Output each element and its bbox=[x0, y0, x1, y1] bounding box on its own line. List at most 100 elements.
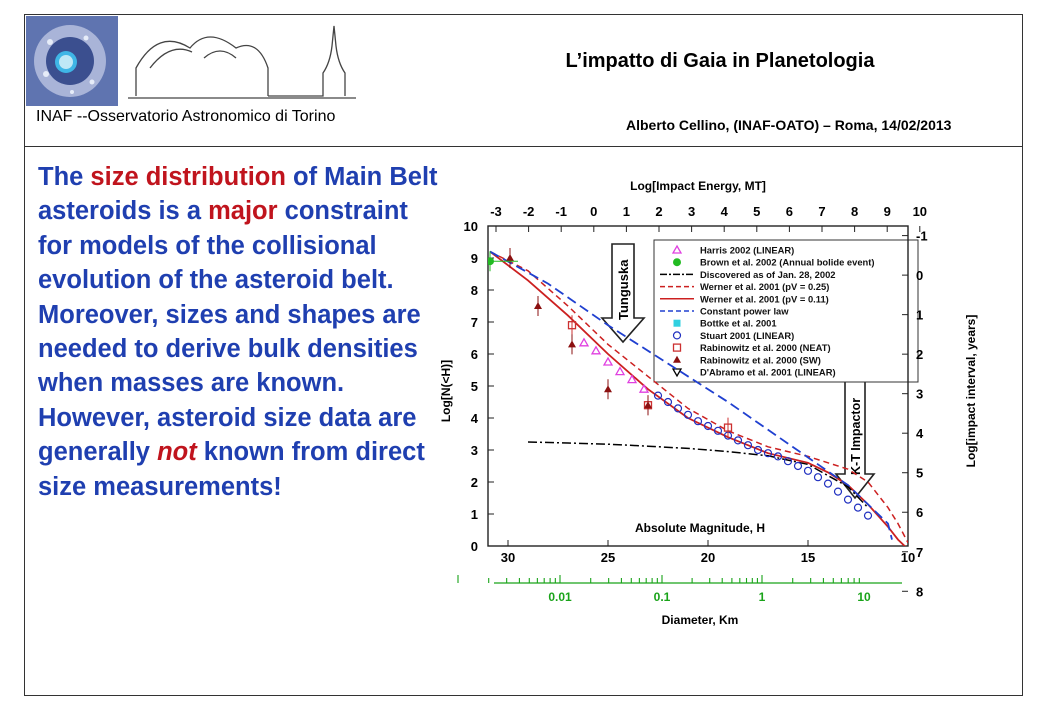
data-point bbox=[843, 495, 853, 504]
left-tick-label: 5 bbox=[471, 379, 478, 394]
legend-entry-label: Stuart 2001 (LINEAR) bbox=[700, 330, 794, 341]
left-tick-label: 9 bbox=[471, 251, 478, 266]
data-point bbox=[626, 374, 638, 384]
data-point bbox=[813, 473, 823, 482]
bottom-tick-label: 30 bbox=[501, 550, 515, 565]
bottom-tick-label: 10 bbox=[901, 550, 915, 565]
right-axis-title: Log[impact interval, years] bbox=[964, 315, 978, 468]
top-tick-label: 3 bbox=[688, 204, 695, 219]
bottom-tick-label: 25 bbox=[601, 550, 615, 565]
left-tick-label: 0 bbox=[471, 539, 478, 554]
data-point bbox=[590, 345, 602, 355]
data-point bbox=[833, 487, 843, 496]
data-point bbox=[783, 457, 793, 466]
inaf-logo bbox=[26, 16, 118, 106]
left-tick-label: 6 bbox=[471, 347, 478, 362]
series-line bbox=[527, 441, 869, 509]
diameter-axis-title: Diameter, Km bbox=[662, 613, 739, 627]
chart-legend: Harris 2002 (LINEAR)Brown et al. 2002 (A… bbox=[653, 239, 919, 383]
legend-entry-label: Constant power law bbox=[700, 306, 789, 317]
legend-entry-label: Rabinowitz et al. 2000 (SW) bbox=[700, 354, 821, 365]
top-tick-label: 9 bbox=[884, 204, 891, 219]
right-tick-label: 4 bbox=[916, 426, 924, 441]
left-tick-label: 2 bbox=[471, 475, 478, 490]
right-tick-label: 5 bbox=[916, 466, 923, 481]
top-tick-label: 0 bbox=[590, 204, 597, 219]
top-tick-label: 5 bbox=[753, 204, 760, 219]
series-line bbox=[489, 250, 893, 540]
kt-impactor-arrow: K-T Impactor bbox=[834, 377, 876, 500]
legend-marker-swatch bbox=[671, 244, 683, 254]
body-text-2: of Main Belt asteroids is a bbox=[38, 163, 438, 226]
data-point bbox=[663, 397, 673, 407]
data-point bbox=[793, 461, 803, 471]
legend-marker-swatch bbox=[672, 343, 682, 352]
right-tick-label: 7 bbox=[916, 545, 923, 560]
legend-marker-swatch bbox=[672, 331, 682, 340]
top-tick-label: 1 bbox=[623, 204, 630, 219]
data-point bbox=[693, 417, 703, 426]
author-line: Alberto Cellino, (INAF-OATO) – Roma, 14/… bbox=[626, 117, 952, 133]
top-tick-label: 6 bbox=[786, 204, 793, 219]
data-point bbox=[638, 383, 650, 393]
legend-marker-swatch bbox=[673, 258, 681, 267]
data-point bbox=[653, 391, 663, 400]
emphasis-size-distribution: size distribution bbox=[90, 163, 286, 191]
top-tick-label: 2 bbox=[655, 204, 662, 219]
right-tick-label: 0 bbox=[916, 268, 923, 283]
institution-label: INAF --Osservatorio Astronomico di Torin… bbox=[36, 108, 336, 125]
data-point bbox=[733, 436, 743, 445]
tunguska-label: Tunguska bbox=[616, 259, 631, 320]
emphasis-major: major bbox=[208, 197, 278, 226]
data-point bbox=[773, 452, 783, 461]
x-axis-title: Absolute Magnitude, H bbox=[635, 521, 765, 535]
legend-entry-label: Brown et al. 2002 (Annual bolide event) bbox=[700, 257, 875, 268]
legend-marker-swatch bbox=[671, 368, 683, 378]
data-point bbox=[743, 441, 753, 450]
data-point bbox=[763, 449, 773, 458]
body-text-4: known from direct size measurements! bbox=[38, 438, 425, 501]
left-tick-label: 3 bbox=[471, 443, 478, 458]
right-tick-label: 2 bbox=[916, 347, 923, 362]
right-tick-label: 3 bbox=[916, 387, 923, 402]
top-tick-label: -2 bbox=[523, 204, 535, 219]
data-point bbox=[703, 421, 713, 431]
top-tick-label: 7 bbox=[818, 204, 825, 219]
data-point bbox=[602, 356, 614, 366]
right-tick-label: 1 bbox=[916, 308, 923, 323]
left-tick-label: 1 bbox=[471, 507, 478, 522]
series-line bbox=[489, 250, 906, 546]
tunguska-arrow: Tunguska bbox=[600, 243, 646, 344]
right-tick-label: 8 bbox=[916, 584, 923, 599]
data-point bbox=[673, 404, 683, 413]
bottom-tick-label: 15 bbox=[801, 550, 815, 565]
data-point bbox=[753, 445, 763, 455]
data-point bbox=[853, 503, 863, 512]
data-point bbox=[863, 511, 873, 520]
legend-entry-label: Werner et al. 2001 (pV = 0.11) bbox=[700, 293, 829, 304]
series-line bbox=[489, 250, 908, 544]
bottom-tick-label: 20 bbox=[701, 550, 715, 565]
top-tick-label: 4 bbox=[721, 204, 729, 219]
neo-size-distribution-chart: Log[Impact Energy, MT] Log[N(<H)] Log[im… bbox=[439, 179, 978, 627]
left-tick-label: 4 bbox=[471, 411, 479, 426]
diameter-tick-label: 0.1 bbox=[654, 590, 671, 604]
top-axis-title: Log[Impact Energy, MT] bbox=[630, 179, 766, 193]
legend-entry-label: Discovered as of Jan. 28, 2002 bbox=[700, 269, 836, 280]
top-tick-label: -1 bbox=[555, 204, 567, 219]
diameter-tick-label: 1 bbox=[759, 590, 766, 604]
legend-marker-swatch bbox=[673, 355, 681, 363]
plot-series-group bbox=[488, 248, 908, 546]
legend-entry-label: Werner et al. 2001 (pV = 0.25) bbox=[700, 281, 829, 292]
data-point bbox=[683, 410, 693, 419]
left-tick-label: 7 bbox=[471, 315, 478, 330]
slide-frame bbox=[24, 14, 1023, 696]
legend-entry-label: Bottke et al. 2001 bbox=[700, 318, 777, 329]
top-tick-label: -3 bbox=[490, 204, 502, 219]
legend-entry-label: Harris 2002 (LINEAR) bbox=[700, 245, 794, 256]
kt-impactor-label: K-T Impactor bbox=[849, 398, 863, 475]
legend-marker-swatch bbox=[673, 319, 681, 327]
data-point bbox=[713, 426, 723, 435]
data-point bbox=[823, 479, 833, 488]
observatory-sketch bbox=[128, 25, 356, 99]
